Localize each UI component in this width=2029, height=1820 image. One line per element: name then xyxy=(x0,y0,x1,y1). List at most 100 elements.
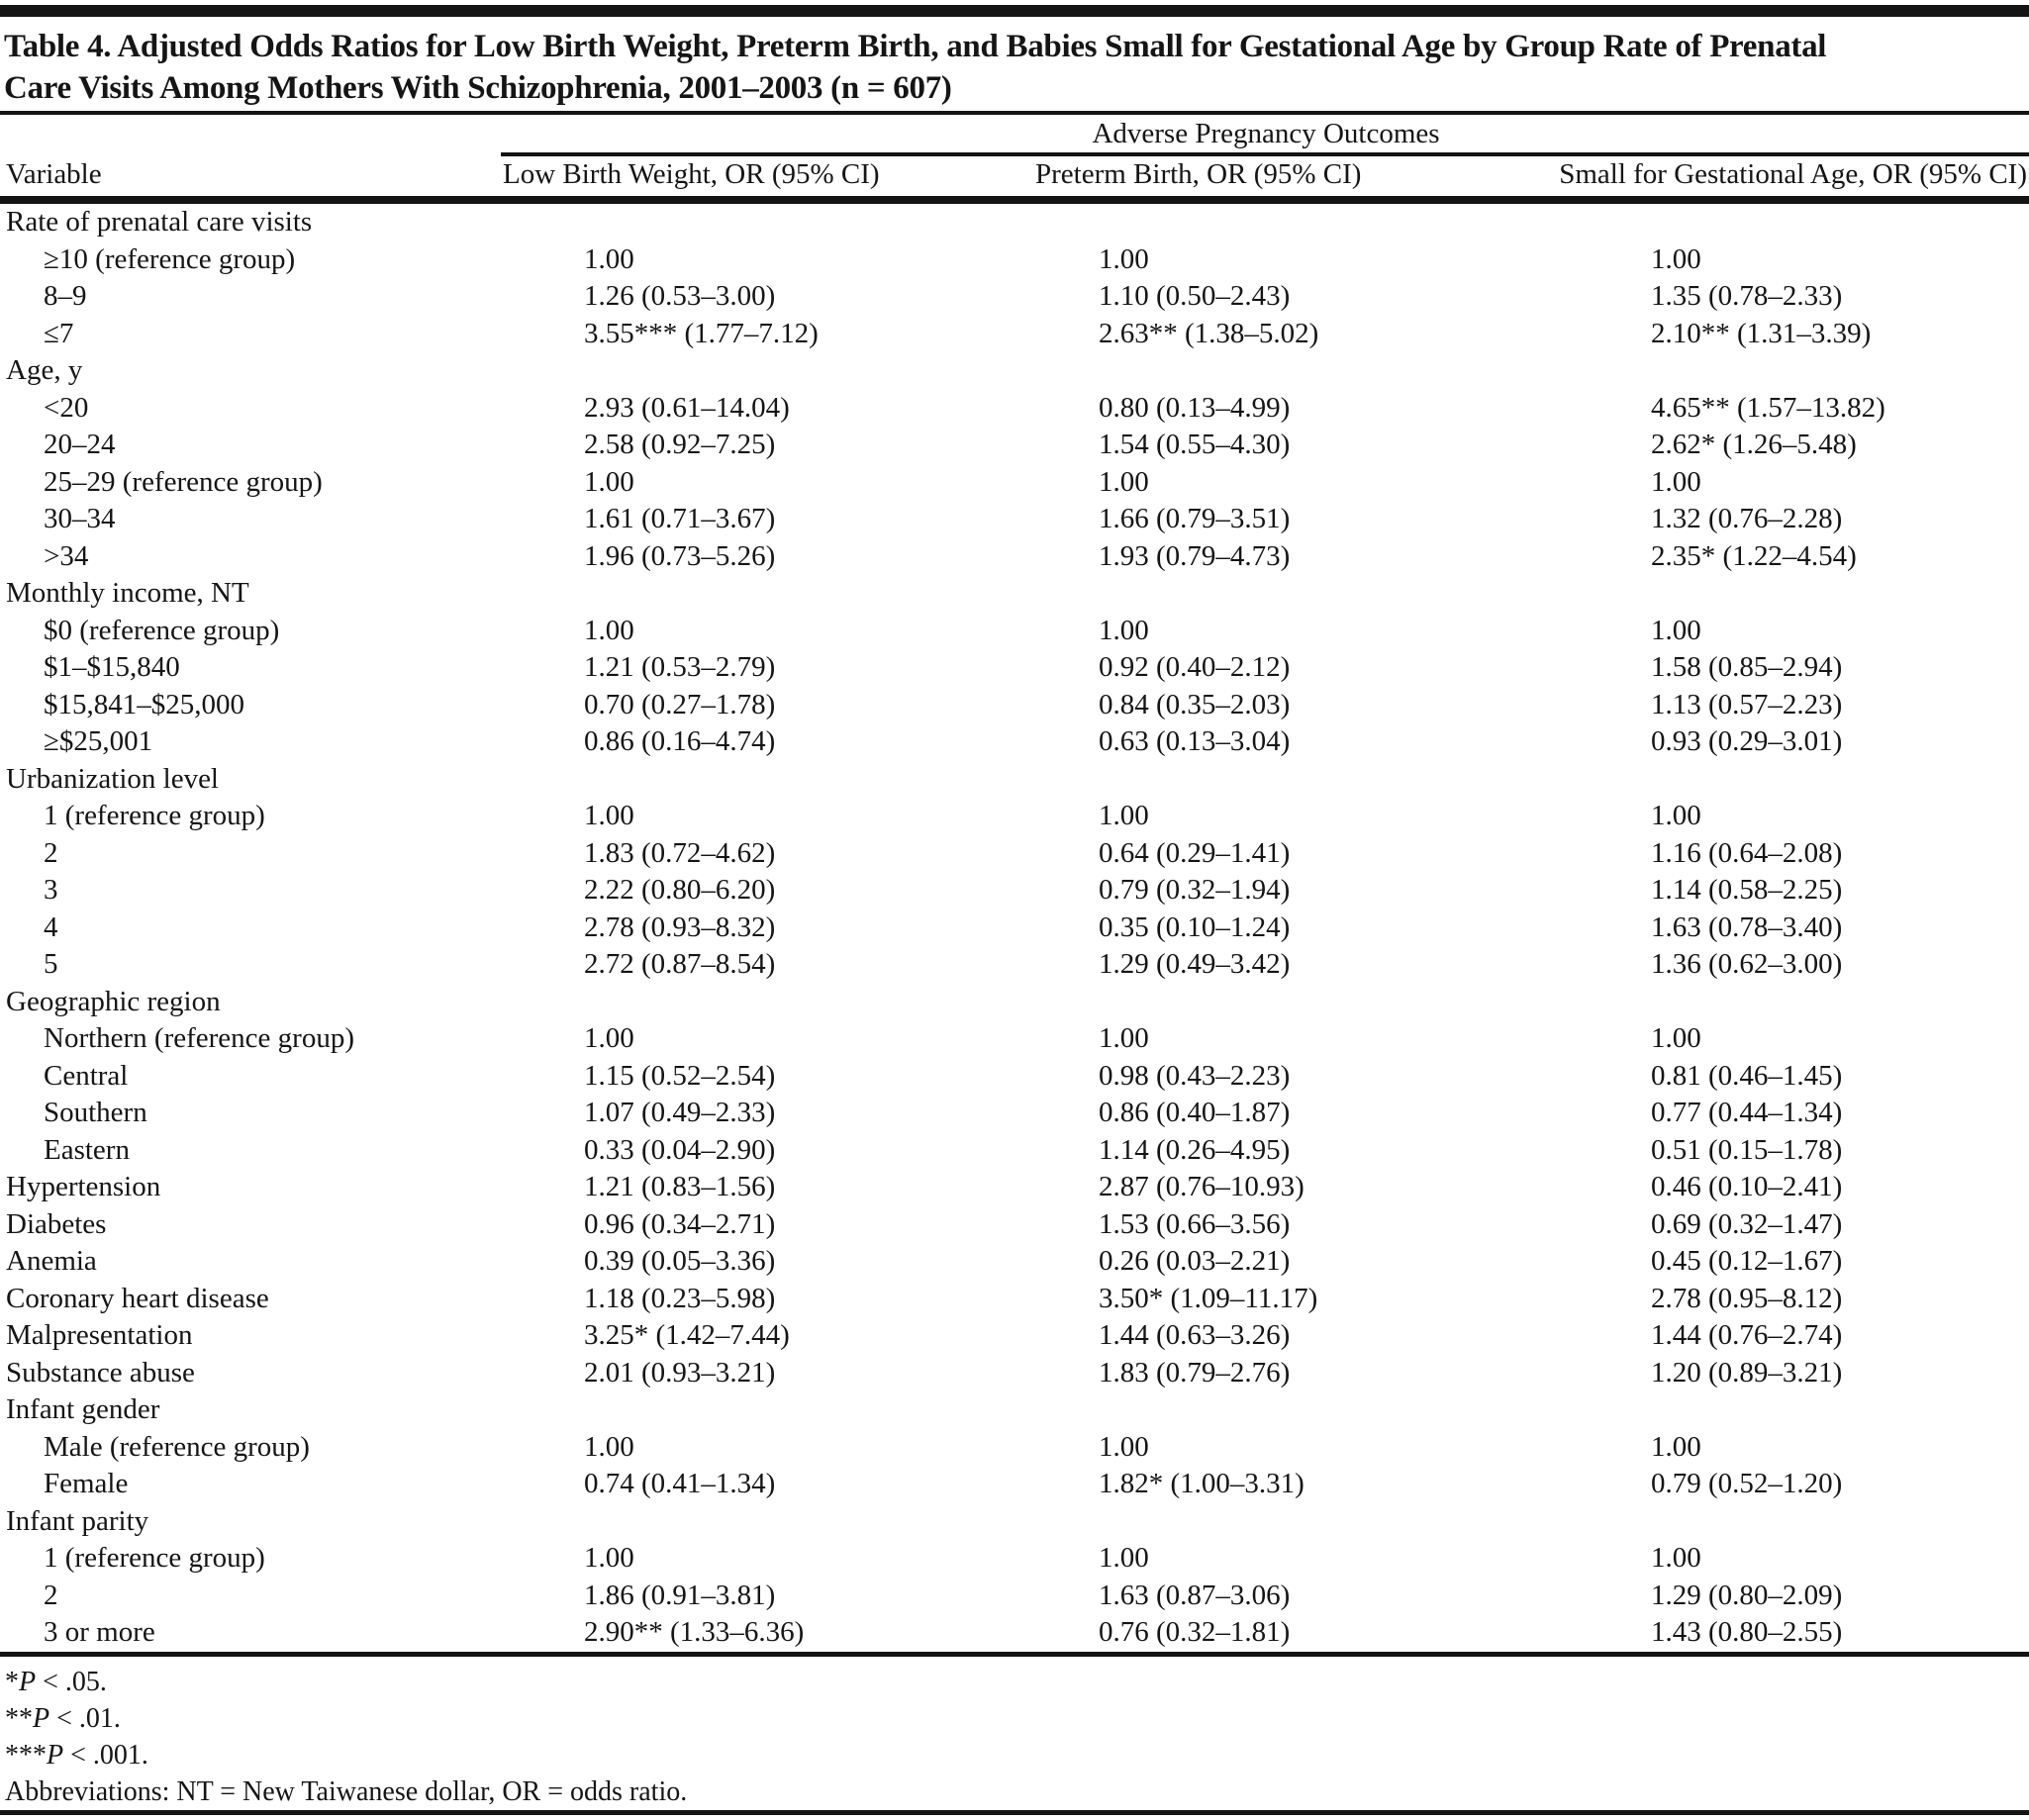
table-row: 1 (reference group) 1.00 1.00 1.00 xyxy=(0,798,2029,835)
lbw-cell: 1.26 (0.53–3.00) xyxy=(584,280,776,312)
table-row: Diabetes 0.96 (0.34–2.71) 1.53 (0.66–3.5… xyxy=(0,1206,2029,1244)
table-row: <20 2.93 (0.61–14.04) 0.80 (0.13–4.99) 4… xyxy=(0,390,2029,428)
sga-cell: 0.46 (0.10–2.41) xyxy=(1651,1171,1843,1202)
sga-cell: 1.00 xyxy=(1651,1022,1701,1054)
lbw-cell xyxy=(584,575,1099,613)
table-header: Adverse Pregnancy Outcomes Variable Low … xyxy=(0,115,2029,196)
sga-cell: 1.35 (0.78–2.33) xyxy=(1651,280,1843,312)
footnote-pvalue: ***P < .001. xyxy=(5,1737,2029,1773)
table-row: Monthly income, NT xyxy=(0,575,2029,613)
preterm-cell: 0.64 (0.29–1.41) xyxy=(1099,836,1291,869)
table-row: Central 1.15 (0.52–2.54) 0.98 (0.43–2.23… xyxy=(0,1058,2029,1096)
preterm-cell: 0.63 (0.13–3.04) xyxy=(1099,725,1291,757)
variable-cell: Female xyxy=(44,1468,129,1499)
table-row: $15,841–$25,000 0.70 (0.27–1.78) 0.84 (0… xyxy=(0,687,2029,724)
variable-cell: 2 xyxy=(44,1579,58,1611)
footnote-threshold: < .01. xyxy=(49,1702,121,1734)
lbw-cell: 1.00 xyxy=(584,1430,634,1463)
variable-cell: 20–24 xyxy=(44,429,116,460)
lbw-cell: 1.96 (0.73–5.26) xyxy=(584,539,776,572)
preterm-cell: 1.66 (0.79–3.51) xyxy=(1099,503,1291,534)
preterm-cell: 1.00 xyxy=(1099,800,1149,831)
variable-cell: ≥10 (reference group) xyxy=(44,242,296,275)
footnote-threshold: < .001. xyxy=(63,1739,148,1771)
table-row: Female 0.74 (0.41–1.34) 1.82* (1.00–3.31… xyxy=(0,1466,2029,1503)
variable-cell: 5 xyxy=(44,948,58,980)
preterm-cell: 1.63 (0.87–3.06) xyxy=(1099,1579,1291,1611)
lbw-cell: 2.72 (0.87–8.54) xyxy=(584,948,776,980)
preterm-cell: 0.79 (0.32–1.94) xyxy=(1099,874,1291,906)
table-row: 4 2.78 (0.93–8.32) 0.35 (0.10–1.24) 1.63… xyxy=(0,910,2029,947)
variable-cell: Malpresentation xyxy=(6,1319,193,1351)
table-row: Malpresentation 3.25* (1.42–7.44) 1.44 (… xyxy=(0,1317,2029,1355)
lbw-cell: 3.55*** (1.77–7.12) xyxy=(584,317,819,349)
lbw-cell: 2.78 (0.93–8.32) xyxy=(584,910,776,943)
lbw-cell xyxy=(584,1391,1099,1429)
variable-cell: 3 or more xyxy=(44,1616,155,1648)
variable-cell: Hypertension xyxy=(6,1171,161,1202)
table-bottom-rule xyxy=(0,1651,2029,1657)
table-row: 25–29 (reference group) 1.00 1.00 1.00 xyxy=(0,464,2029,502)
sga-cell: 2.10** (1.31–3.39) xyxy=(1651,317,1872,349)
lbw-cell: 1.61 (0.71–3.67) xyxy=(584,503,776,534)
footnote-abbreviations: Abbreviations: NT = New Taiwanese dollar… xyxy=(5,1775,688,1807)
lbw-cell: 1.21 (0.53–2.79) xyxy=(584,651,776,683)
variable-cell: Monthly income, NT xyxy=(6,577,249,609)
lbw-cell: 1.07 (0.49–2.33) xyxy=(584,1097,776,1128)
spanner-rule xyxy=(501,152,2029,156)
top-rule xyxy=(0,5,2029,17)
sga-cell: 0.45 (0.12–1.67) xyxy=(1651,1245,1843,1277)
lbw-cell xyxy=(584,352,1099,390)
sga-cell: 0.51 (0.15–1.78) xyxy=(1651,1133,1843,1166)
preterm-cell: 1.00 xyxy=(1099,614,1149,646)
table-row: 1 (reference group) 1.00 1.00 1.00 xyxy=(0,1540,2029,1578)
variable-cell: Anemia xyxy=(6,1245,97,1277)
sga-cell: 1.00 xyxy=(1651,1542,1701,1574)
preterm-cell: 1.82* (1.00–3.31) xyxy=(1099,1468,1304,1499)
preterm-cell: 0.98 (0.43–2.23) xyxy=(1099,1059,1291,1092)
sga-cell: 1.63 (0.78–3.40) xyxy=(1651,910,1843,943)
table-row: 8–9 1.26 (0.53–3.00) 1.10 (0.50–2.43) 1.… xyxy=(0,278,2029,316)
preterm-cell: 1.93 (0.79–4.73) xyxy=(1099,539,1291,572)
table-row: 3 or more 2.90** (1.33–6.36) 0.76 (0.32–… xyxy=(0,1614,2029,1652)
table-row: 2 1.86 (0.91–3.81) 1.63 (0.87–3.06) 1.29… xyxy=(0,1578,2029,1615)
preterm-cell: 1.53 (0.66–3.56) xyxy=(1099,1207,1291,1240)
preterm-cell: 1.10 (0.50–2.43) xyxy=(1099,280,1291,312)
lbw-cell: 3.25* (1.42–7.44) xyxy=(584,1319,790,1351)
variable-cell: 1 (reference group) xyxy=(44,800,265,831)
variable-cell: 8–9 xyxy=(44,280,87,312)
variable-cell: 1 (reference group) xyxy=(44,1542,265,1574)
lbw-cell xyxy=(584,984,1099,1021)
lbw-cell: 0.86 (0.16–4.74) xyxy=(584,725,776,757)
sga-cell: 1.13 (0.57–2.23) xyxy=(1651,688,1843,720)
column-header-variable: Variable xyxy=(6,158,102,190)
sga-cell: 1.00 xyxy=(1651,1430,1701,1463)
sga-cell xyxy=(1651,1503,2029,1541)
sga-cell: 1.14 (0.58–2.25) xyxy=(1651,874,1843,906)
lbw-cell: 1.00 xyxy=(584,465,634,498)
footnote-stars: *** xyxy=(5,1739,47,1771)
preterm-cell: 0.26 (0.03–2.21) xyxy=(1099,1245,1291,1277)
table-row: $1–$15,840 1.21 (0.53–2.79) 0.92 (0.40–2… xyxy=(0,649,2029,687)
variable-cell: 2 xyxy=(44,836,58,869)
preterm-cell: 0.86 (0.40–1.87) xyxy=(1099,1097,1291,1128)
lbw-cell: 1.15 (0.52–2.54) xyxy=(584,1059,776,1092)
sga-cell xyxy=(1651,352,2029,390)
table-row: Northern (reference group) 1.00 1.00 1.0… xyxy=(0,1020,2029,1058)
preterm-cell: 1.83 (0.79–2.76) xyxy=(1099,1356,1291,1389)
table-row: 20–24 2.58 (0.92–7.25) 1.54 (0.55–4.30) … xyxy=(0,427,2029,464)
sga-cell xyxy=(1651,761,2029,799)
table-row: 2 1.83 (0.72–4.62) 0.64 (0.29–1.41) 1.16… xyxy=(0,835,2029,873)
sga-cell xyxy=(1651,984,2029,1021)
lbw-cell xyxy=(584,761,1099,799)
table-row: Age, y xyxy=(0,352,2029,390)
lbw-cell: 2.90** (1.33–6.36) xyxy=(584,1616,805,1648)
preterm-cell xyxy=(1099,1391,1651,1429)
variable-cell: Southern xyxy=(44,1097,147,1128)
footnote-threshold: < .05. xyxy=(36,1666,107,1697)
preterm-cell: 0.84 (0.35–2.03) xyxy=(1099,688,1291,720)
footnote-p-symbol: P xyxy=(47,1739,64,1771)
table-row: Infant gender xyxy=(0,1391,2029,1429)
page: { "title": { "line1": "Table 4. Adjusted… xyxy=(0,5,2029,1820)
sga-cell: 1.44 (0.76–2.74) xyxy=(1651,1319,1843,1351)
